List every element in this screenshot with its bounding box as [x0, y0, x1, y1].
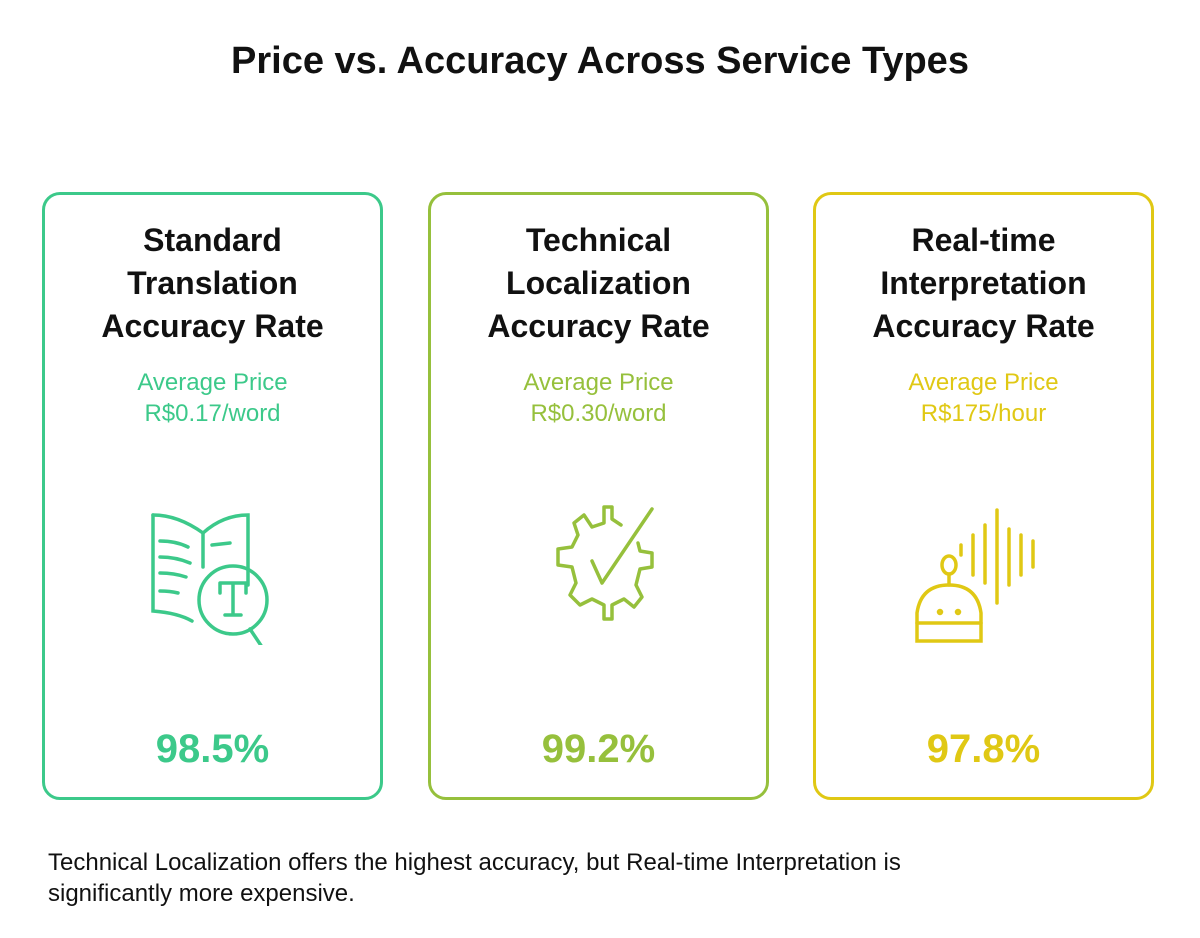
- gear-check-icon: [555, 505, 654, 621]
- page-title: Price vs. Accuracy Across Service Types: [231, 40, 969, 82]
- card-title: Standard Translation Accuracy Rate: [101, 222, 324, 344]
- card-technical-localization: Technical Localization Accuracy Rate Ave…: [428, 192, 769, 800]
- price-label: Average Price: [523, 369, 674, 396]
- accuracy-value: 99.2%: [541, 727, 656, 771]
- book-magnifier-icon: [150, 513, 269, 645]
- price-label: Average Price: [908, 369, 1059, 396]
- card-title: Real-time Interpretation Accuracy Rate: [872, 222, 1095, 344]
- accuracy-value: 97.8%: [926, 727, 1041, 771]
- card-standard-translation: Standard Translation Accuracy Rate Avera…: [42, 192, 383, 800]
- footer-note: Technical Localization offers the highes…: [48, 849, 901, 907]
- price-label: Average Price: [137, 369, 288, 396]
- robot-sound-icon: [914, 508, 1035, 643]
- card-title: Technical Localization Accuracy Rate: [487, 222, 710, 344]
- price-value: R$0.17/word: [144, 400, 281, 427]
- price-value: R$175/hour: [920, 400, 1047, 427]
- price-value: R$0.30/word: [530, 400, 667, 427]
- accuracy-value: 98.5%: [155, 727, 270, 771]
- card-realtime-interpretation: Real-time Interpretation Accuracy Rate A…: [813, 192, 1154, 800]
